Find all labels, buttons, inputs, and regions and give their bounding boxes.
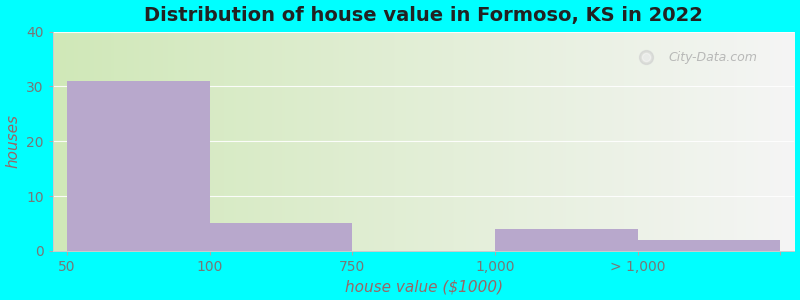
Bar xyxy=(210,224,352,251)
Bar xyxy=(495,229,638,251)
Bar xyxy=(638,240,780,251)
Title: Distribution of house value in Formoso, KS in 2022: Distribution of house value in Formoso, … xyxy=(144,6,703,25)
Text: City-Data.com: City-Data.com xyxy=(668,52,758,64)
Bar xyxy=(67,81,210,251)
X-axis label: house value ($1000): house value ($1000) xyxy=(345,279,502,294)
Y-axis label: houses: houses xyxy=(6,114,21,168)
